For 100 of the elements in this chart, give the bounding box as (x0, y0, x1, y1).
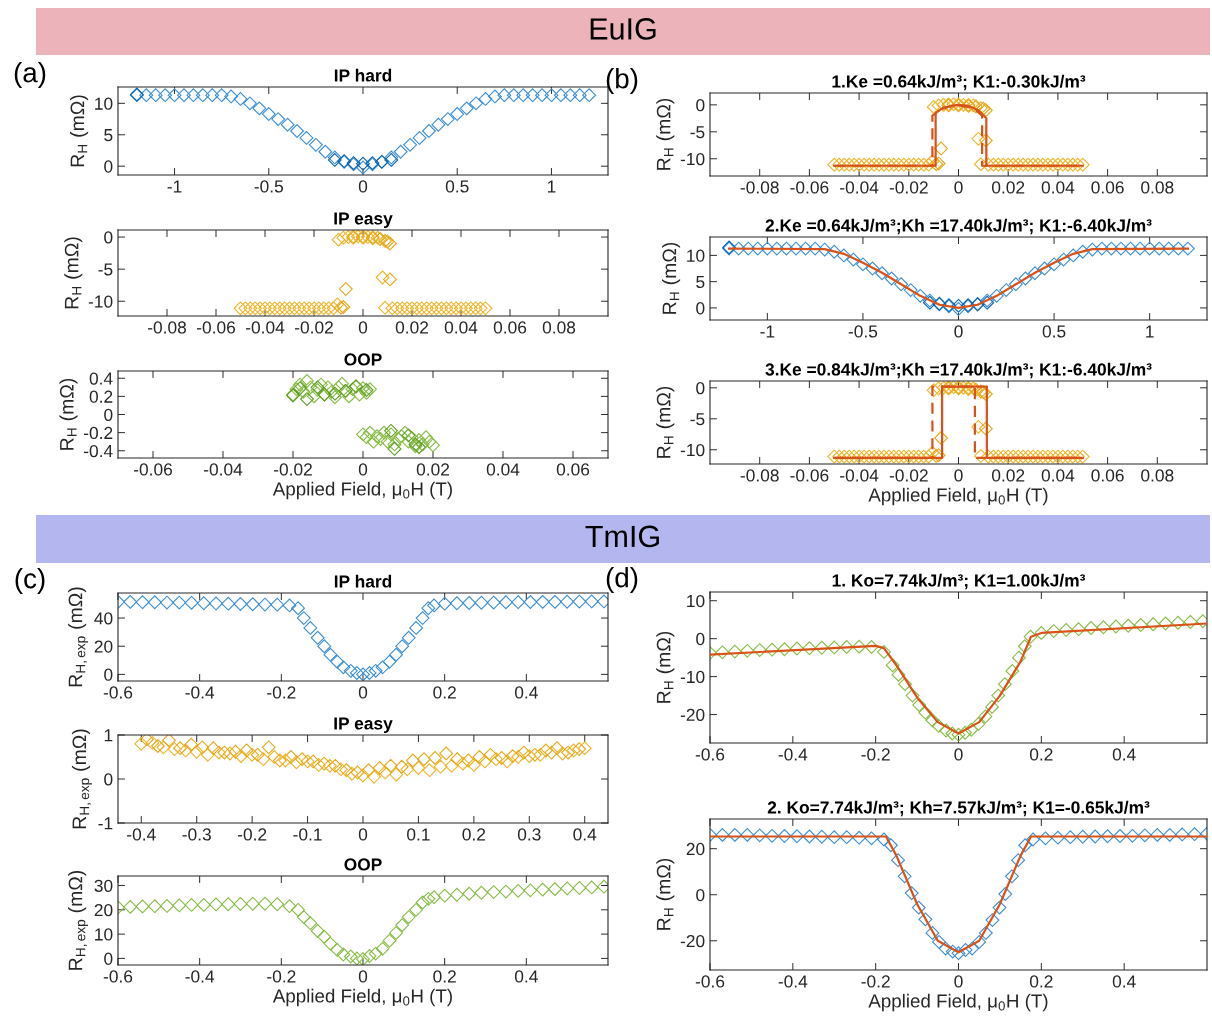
x-tick-label: -0.3 (182, 828, 211, 841)
x-tick-label: 0.04 (1041, 469, 1075, 482)
y-tick-label: 0 (696, 99, 705, 112)
x-axis-title: Applied Field, μ$_{0}$H (T) (868, 487, 1048, 506)
x-tick-label: 0.4 (1112, 748, 1136, 761)
annotation: (b) (606, 68, 638, 94)
x-tick-label: 0 (358, 463, 368, 476)
y-axis-title: R$_{H}$ (mΩ) (70, 95, 89, 167)
chart-title: 2. Ko=7.74kJ/m³; Kh=7.57kJ/m³; K1=-0.65kJ/m³ (767, 800, 1150, 817)
x-tick-label: -0.02 (889, 181, 928, 194)
x-tick-label: 0 (358, 970, 368, 983)
y-tick-label: -20 (680, 934, 705, 948)
y-axis-title: R$_{H,exp}$ (mΩ) (68, 870, 89, 970)
x-tick-label: 0 (954, 975, 963, 988)
y-tick-label: -10 (680, 670, 705, 684)
x-tick-label: -0.06 (196, 321, 236, 334)
y-tick-label: 20 (94, 903, 113, 917)
y-tick-label: 0 (696, 381, 705, 395)
x-tick-label: 0.06 (493, 321, 527, 334)
x-tick-label: -0.6 (103, 970, 133, 983)
x-tick-label: -0.2 (237, 828, 267, 841)
x-tick-label: -0.5 (254, 180, 283, 193)
y-tick-label: 0 (696, 888, 705, 902)
x-tick-label: 0.4 (573, 828, 597, 841)
y-tick-label: 5 (696, 276, 705, 289)
y-tick-label: 20 (94, 640, 113, 653)
x-tick-label: 0.3 (517, 828, 541, 841)
x-tick-label: 0.04 (444, 321, 478, 334)
x-tick-label: -0.04 (840, 469, 879, 482)
y-axis-title: R$_{H}$ (mΩ) (656, 386, 675, 458)
y-tick-label: 0 (104, 952, 113, 965)
x-tick-label: -0.02 (294, 321, 333, 334)
y-tick-label: -5 (690, 126, 705, 139)
y-tick-label: -0.2 (84, 426, 113, 440)
y-tick-label: 0 (104, 668, 113, 681)
x-tick-label: -0.2 (267, 686, 296, 699)
x-tick-label: 0 (954, 325, 963, 338)
y-tick-label: 0.2 (89, 390, 113, 403)
y-tick-label: 0 (104, 160, 113, 173)
y-axis-title: R$_{H}$ (mΩ) (662, 242, 681, 314)
y-axis-title: R$_{H,exp}$ (mΩ) (68, 587, 89, 687)
y-axis-title: R$_{H}$ (mΩ) (656, 98, 675, 170)
chart-title: IP easy (334, 717, 393, 734)
y-tick-label: 10 (687, 249, 705, 262)
x-tick-label: -0.02 (889, 469, 928, 482)
chart-title: 2.Ke =0.64kJ/m³;Kh =17.40kJ/m³; K1:-6.40kJ/m³ (765, 218, 1152, 235)
y-axis-title: R$_{H,exp}$ (mΩ) (71, 729, 92, 829)
x-tick-label: 0.2 (1029, 748, 1053, 761)
y-tick-label: 10 (95, 928, 113, 941)
x-tick-label: -0.4 (127, 828, 156, 841)
y-tick-label: 0 (104, 773, 113, 786)
y-tick-label: -10 (88, 295, 113, 308)
x-tick-label: -0.2 (861, 748, 890, 761)
y-tick-label: -5 (690, 413, 705, 426)
x-tick-label: 0.5 (1042, 325, 1066, 338)
x-tick-label: -0.6 (695, 975, 725, 988)
y-tick-label: 0 (104, 408, 113, 421)
chart-title: OOP (344, 858, 382, 871)
x-tick-label: 0.06 (1091, 181, 1124, 194)
x-tick-label: -0.02 (273, 463, 312, 476)
x-tick-label: 0.04 (486, 463, 520, 476)
x-tick-label: 0.2 (462, 828, 486, 841)
x-tick-label: -0.04 (203, 463, 243, 476)
chart-title: IP easy (334, 212, 393, 229)
x-tick-label: 0.06 (556, 463, 590, 476)
y-tick-label: 20 (686, 842, 705, 856)
x-tick-label: 0.06 (1091, 469, 1124, 482)
x-tick-label: -0.6 (695, 748, 725, 761)
x-tick-label: -0.2 (861, 975, 890, 988)
y-tick-label: -20 (680, 708, 705, 722)
x-tick-label: 0 (358, 321, 368, 334)
y-axis-title: R$_{H}$ (mΩ) (59, 378, 78, 450)
x-tick-label: -0.4 (185, 970, 215, 983)
x-tick-label: 0 (358, 180, 368, 193)
y-tick-label: 0 (696, 302, 705, 315)
x-tick-label: -0.06 (790, 181, 829, 194)
x-tick-label: -0.4 (778, 748, 808, 761)
x-tick-label: 0.08 (1141, 181, 1174, 194)
x-tick-label: -0.08 (740, 181, 779, 194)
x-tick-label: 0.4 (514, 970, 538, 983)
x-tick-label: -0.4 (185, 686, 215, 699)
text: (c) (15, 568, 45, 594)
x-tick-label: -0.1 (293, 828, 322, 841)
chart-title: 3.Ke =0.84kJ/m³;Kh =17.40kJ/m³; K1:-6.40kJ/m³ (765, 362, 1152, 379)
y-tick-label: -5 (98, 263, 113, 276)
x-tick-label: 0 (954, 181, 963, 194)
x-tick-label: -1 (167, 180, 182, 193)
x-axis-title: Applied Field, μ$_{0}$H (T) (272, 988, 452, 1007)
y-axis-title: R$_{H}$ (mΩ) (656, 631, 675, 703)
x-tick-label: 0.2 (433, 686, 456, 699)
x-tick-label: -0.5 (848, 325, 878, 338)
y-tick-label: 10 (687, 594, 705, 608)
x-tick-label: 0.04 (1041, 181, 1075, 194)
x-tick-label: 0.4 (1112, 975, 1136, 988)
x-tick-label: 1 (1146, 325, 1154, 338)
y-tick-label: 10 (95, 97, 113, 110)
x-tick-label: -0.6 (103, 686, 133, 699)
x-tick-label: -0.04 (840, 181, 879, 194)
x-tick-label: 0 (358, 828, 368, 841)
x-tick-label: 0.02 (416, 463, 450, 476)
